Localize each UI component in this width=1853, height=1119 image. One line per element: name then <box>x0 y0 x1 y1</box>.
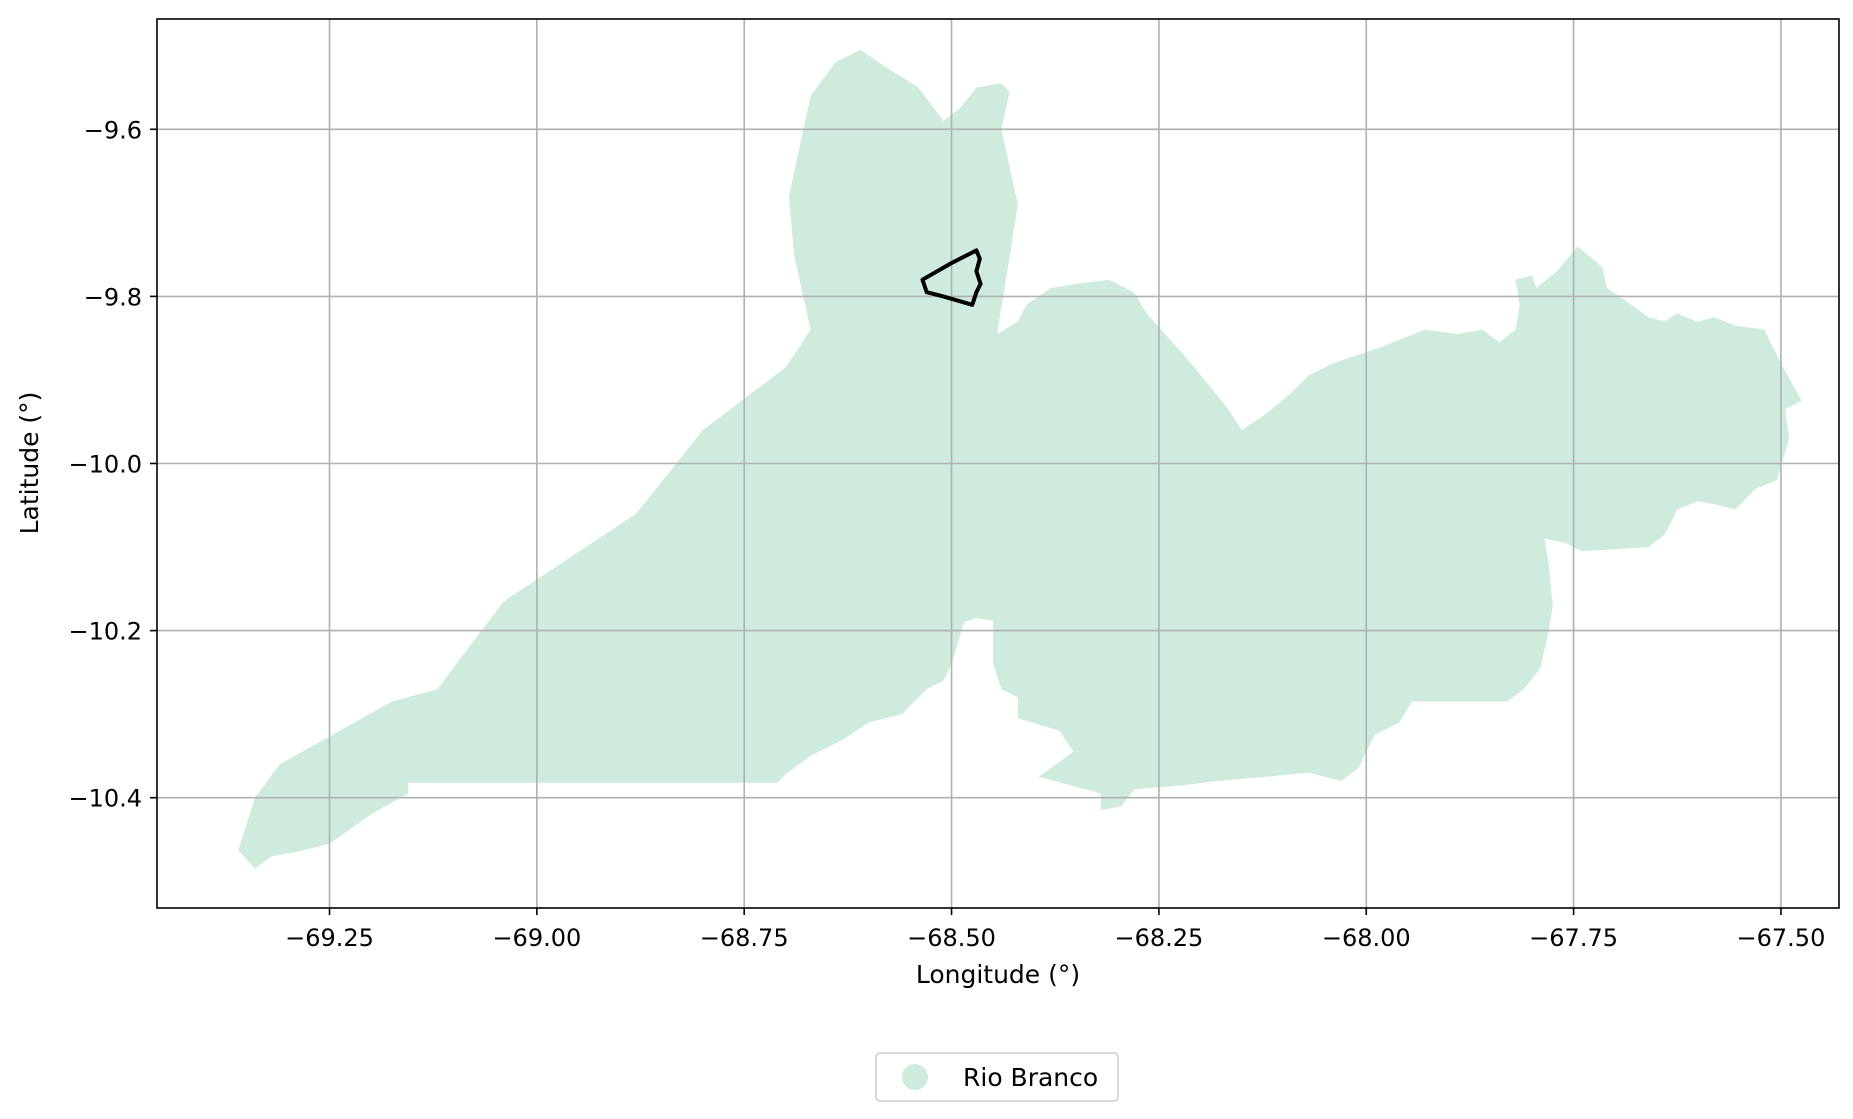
y-tick-label-0: −9.6 <box>84 116 142 144</box>
x-tick-label-1: −69.00 <box>492 924 581 952</box>
x-tick-label-5: −68.00 <box>1322 924 1411 952</box>
region-layer <box>238 49 1802 869</box>
y-tick-label-1: −9.8 <box>84 283 142 311</box>
x-tick-label-2: −68.75 <box>700 924 789 952</box>
y-tick-label-3: −10.2 <box>68 618 142 646</box>
y-tick-label-4: −10.4 <box>68 785 142 813</box>
x-tick-label-4: −68.25 <box>1114 924 1203 952</box>
legend-label-rio-branco: Rio Branco <box>963 1063 1098 1092</box>
y-axis-ticks: −9.6 −9.8 −10.0 −10.2 −10.4 <box>68 116 157 813</box>
x-tick-label-0: −69.25 <box>285 924 374 952</box>
y-tick-label-2: −10.0 <box>68 451 142 479</box>
outline-layer <box>920 248 983 307</box>
city-outline <box>920 248 983 307</box>
x-tick-label-6: −67.75 <box>1529 924 1618 952</box>
legend: Rio Branco <box>875 1052 1119 1102</box>
grid-layer <box>157 19 1839 908</box>
legend-frame <box>875 1052 1119 1102</box>
y-axis-label: Latitude (°) <box>15 392 44 535</box>
x-axis-ticks: −69.25 −69.00 −68.75 −68.50 −68.25 −68.00 −67.… <box>285 908 1825 952</box>
x-tick-label-7: −67.50 <box>1737 924 1826 952</box>
x-tick-label-3: −68.50 <box>907 924 996 952</box>
x-axis-label: Longitude (°) <box>916 960 1080 989</box>
region-polygon-rio-branco <box>238 49 1802 869</box>
legend-swatch <box>902 1064 928 1090</box>
